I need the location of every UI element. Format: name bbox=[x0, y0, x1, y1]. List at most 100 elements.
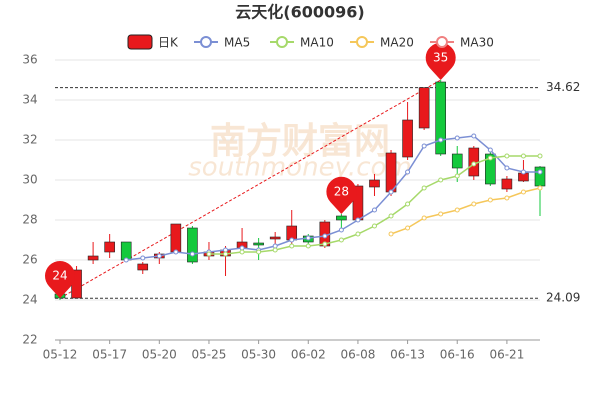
pin-label: 24 bbox=[52, 269, 67, 283]
ma-point bbox=[421, 215, 427, 221]
ma-point bbox=[223, 251, 229, 257]
ma-point bbox=[272, 247, 278, 253]
ma-line bbox=[390, 187, 541, 235]
reference-label: 24.09 bbox=[546, 291, 580, 305]
pin bbox=[45, 261, 75, 299]
ma-point bbox=[405, 201, 411, 207]
ma-point bbox=[371, 223, 377, 229]
y-tick-label: 24 bbox=[22, 293, 37, 307]
ma-point bbox=[388, 213, 394, 219]
candle-body bbox=[336, 215, 347, 221]
ma-point bbox=[388, 231, 394, 237]
candle-body bbox=[170, 223, 182, 253]
ma-point bbox=[223, 247, 229, 253]
ma-point bbox=[338, 227, 344, 233]
legend-label: MA20 bbox=[380, 36, 414, 50]
y-tick-label: 22 bbox=[22, 333, 37, 347]
ma-point bbox=[520, 153, 526, 159]
x-tick-label: 05-17 bbox=[92, 348, 127, 362]
candle-body bbox=[87, 255, 99, 261]
ma-point bbox=[438, 211, 444, 217]
ma-point bbox=[239, 245, 245, 251]
ma-point bbox=[256, 249, 262, 255]
watermark: southmoney.com bbox=[188, 153, 411, 183]
y-tick-label: 36 bbox=[22, 53, 37, 67]
ma-point bbox=[206, 251, 212, 257]
ma-point bbox=[189, 251, 195, 257]
ma-point bbox=[487, 155, 493, 161]
ma-point bbox=[504, 165, 510, 171]
x-tick-label: 06-02 bbox=[291, 348, 326, 362]
x-tick-label: 05-20 bbox=[142, 348, 177, 362]
legend-label: 日K bbox=[158, 36, 179, 50]
ma-point bbox=[487, 197, 493, 203]
ma-point bbox=[338, 237, 344, 243]
ma-point bbox=[537, 153, 543, 159]
ma-point bbox=[471, 133, 477, 139]
y-tick-label: 32 bbox=[22, 133, 37, 147]
legend-marker bbox=[200, 36, 212, 48]
ma-point bbox=[454, 207, 460, 213]
legend-label: MA5 bbox=[224, 36, 250, 50]
candle-body bbox=[485, 153, 496, 185]
ma-point bbox=[272, 243, 278, 249]
ma-point bbox=[405, 169, 411, 175]
ma-point bbox=[537, 185, 543, 191]
ma-point bbox=[504, 153, 510, 159]
ma-point bbox=[471, 201, 477, 207]
ma-point bbox=[289, 243, 295, 249]
reference-label: 34.62 bbox=[546, 80, 580, 94]
ma-point bbox=[438, 177, 444, 183]
candle-body bbox=[187, 227, 198, 263]
ma-point bbox=[487, 147, 493, 153]
pin bbox=[326, 176, 357, 214]
ma-point bbox=[140, 255, 146, 261]
trend-line bbox=[59, 79, 441, 299]
ma-point bbox=[123, 257, 129, 263]
ma-point bbox=[537, 169, 543, 175]
x-tick-label: 06-16 bbox=[440, 348, 475, 362]
pin-label: 35 bbox=[433, 51, 448, 65]
candle-body bbox=[137, 263, 149, 271]
ma-point bbox=[520, 189, 526, 195]
candle-body bbox=[369, 179, 380, 188]
ma-point bbox=[454, 173, 460, 179]
pin-label: 28 bbox=[334, 185, 349, 199]
ma-point bbox=[371, 207, 377, 213]
legend-marker bbox=[356, 36, 368, 48]
ma-line bbox=[126, 135, 540, 261]
ma-point bbox=[305, 235, 311, 241]
ma-point bbox=[454, 135, 460, 141]
y-tick-label: 28 bbox=[22, 213, 37, 227]
ma-point bbox=[504, 195, 510, 201]
ma-point bbox=[421, 185, 427, 191]
candle-body bbox=[435, 81, 446, 155]
y-tick-label: 34 bbox=[22, 93, 37, 107]
candle-body bbox=[402, 119, 413, 158]
candle-body bbox=[501, 178, 513, 190]
legend-marker bbox=[436, 36, 448, 48]
ma-point bbox=[239, 249, 245, 255]
ma-point bbox=[520, 169, 526, 175]
x-tick-label: 06-21 bbox=[489, 348, 524, 362]
ma-point bbox=[322, 233, 328, 239]
ma-point bbox=[355, 231, 361, 237]
ma-point bbox=[156, 253, 162, 259]
candle-body bbox=[120, 241, 132, 261]
x-tick-label: 05-12 bbox=[43, 348, 78, 362]
ma-point bbox=[322, 241, 328, 247]
x-tick-label: 06-08 bbox=[340, 348, 375, 362]
candle-body bbox=[253, 242, 264, 246]
ma-point bbox=[438, 137, 444, 143]
legend-candle bbox=[127, 34, 153, 50]
ma-point bbox=[405, 225, 411, 231]
legend-label: MA10 bbox=[300, 36, 334, 50]
x-tick-label: 05-25 bbox=[192, 348, 227, 362]
y-tick-label: 30 bbox=[22, 173, 37, 187]
watermark: 南方财富网 bbox=[210, 120, 390, 162]
candle-body bbox=[104, 241, 115, 253]
x-tick-label: 05-30 bbox=[241, 348, 276, 362]
legend-label: MA30 bbox=[460, 36, 494, 50]
